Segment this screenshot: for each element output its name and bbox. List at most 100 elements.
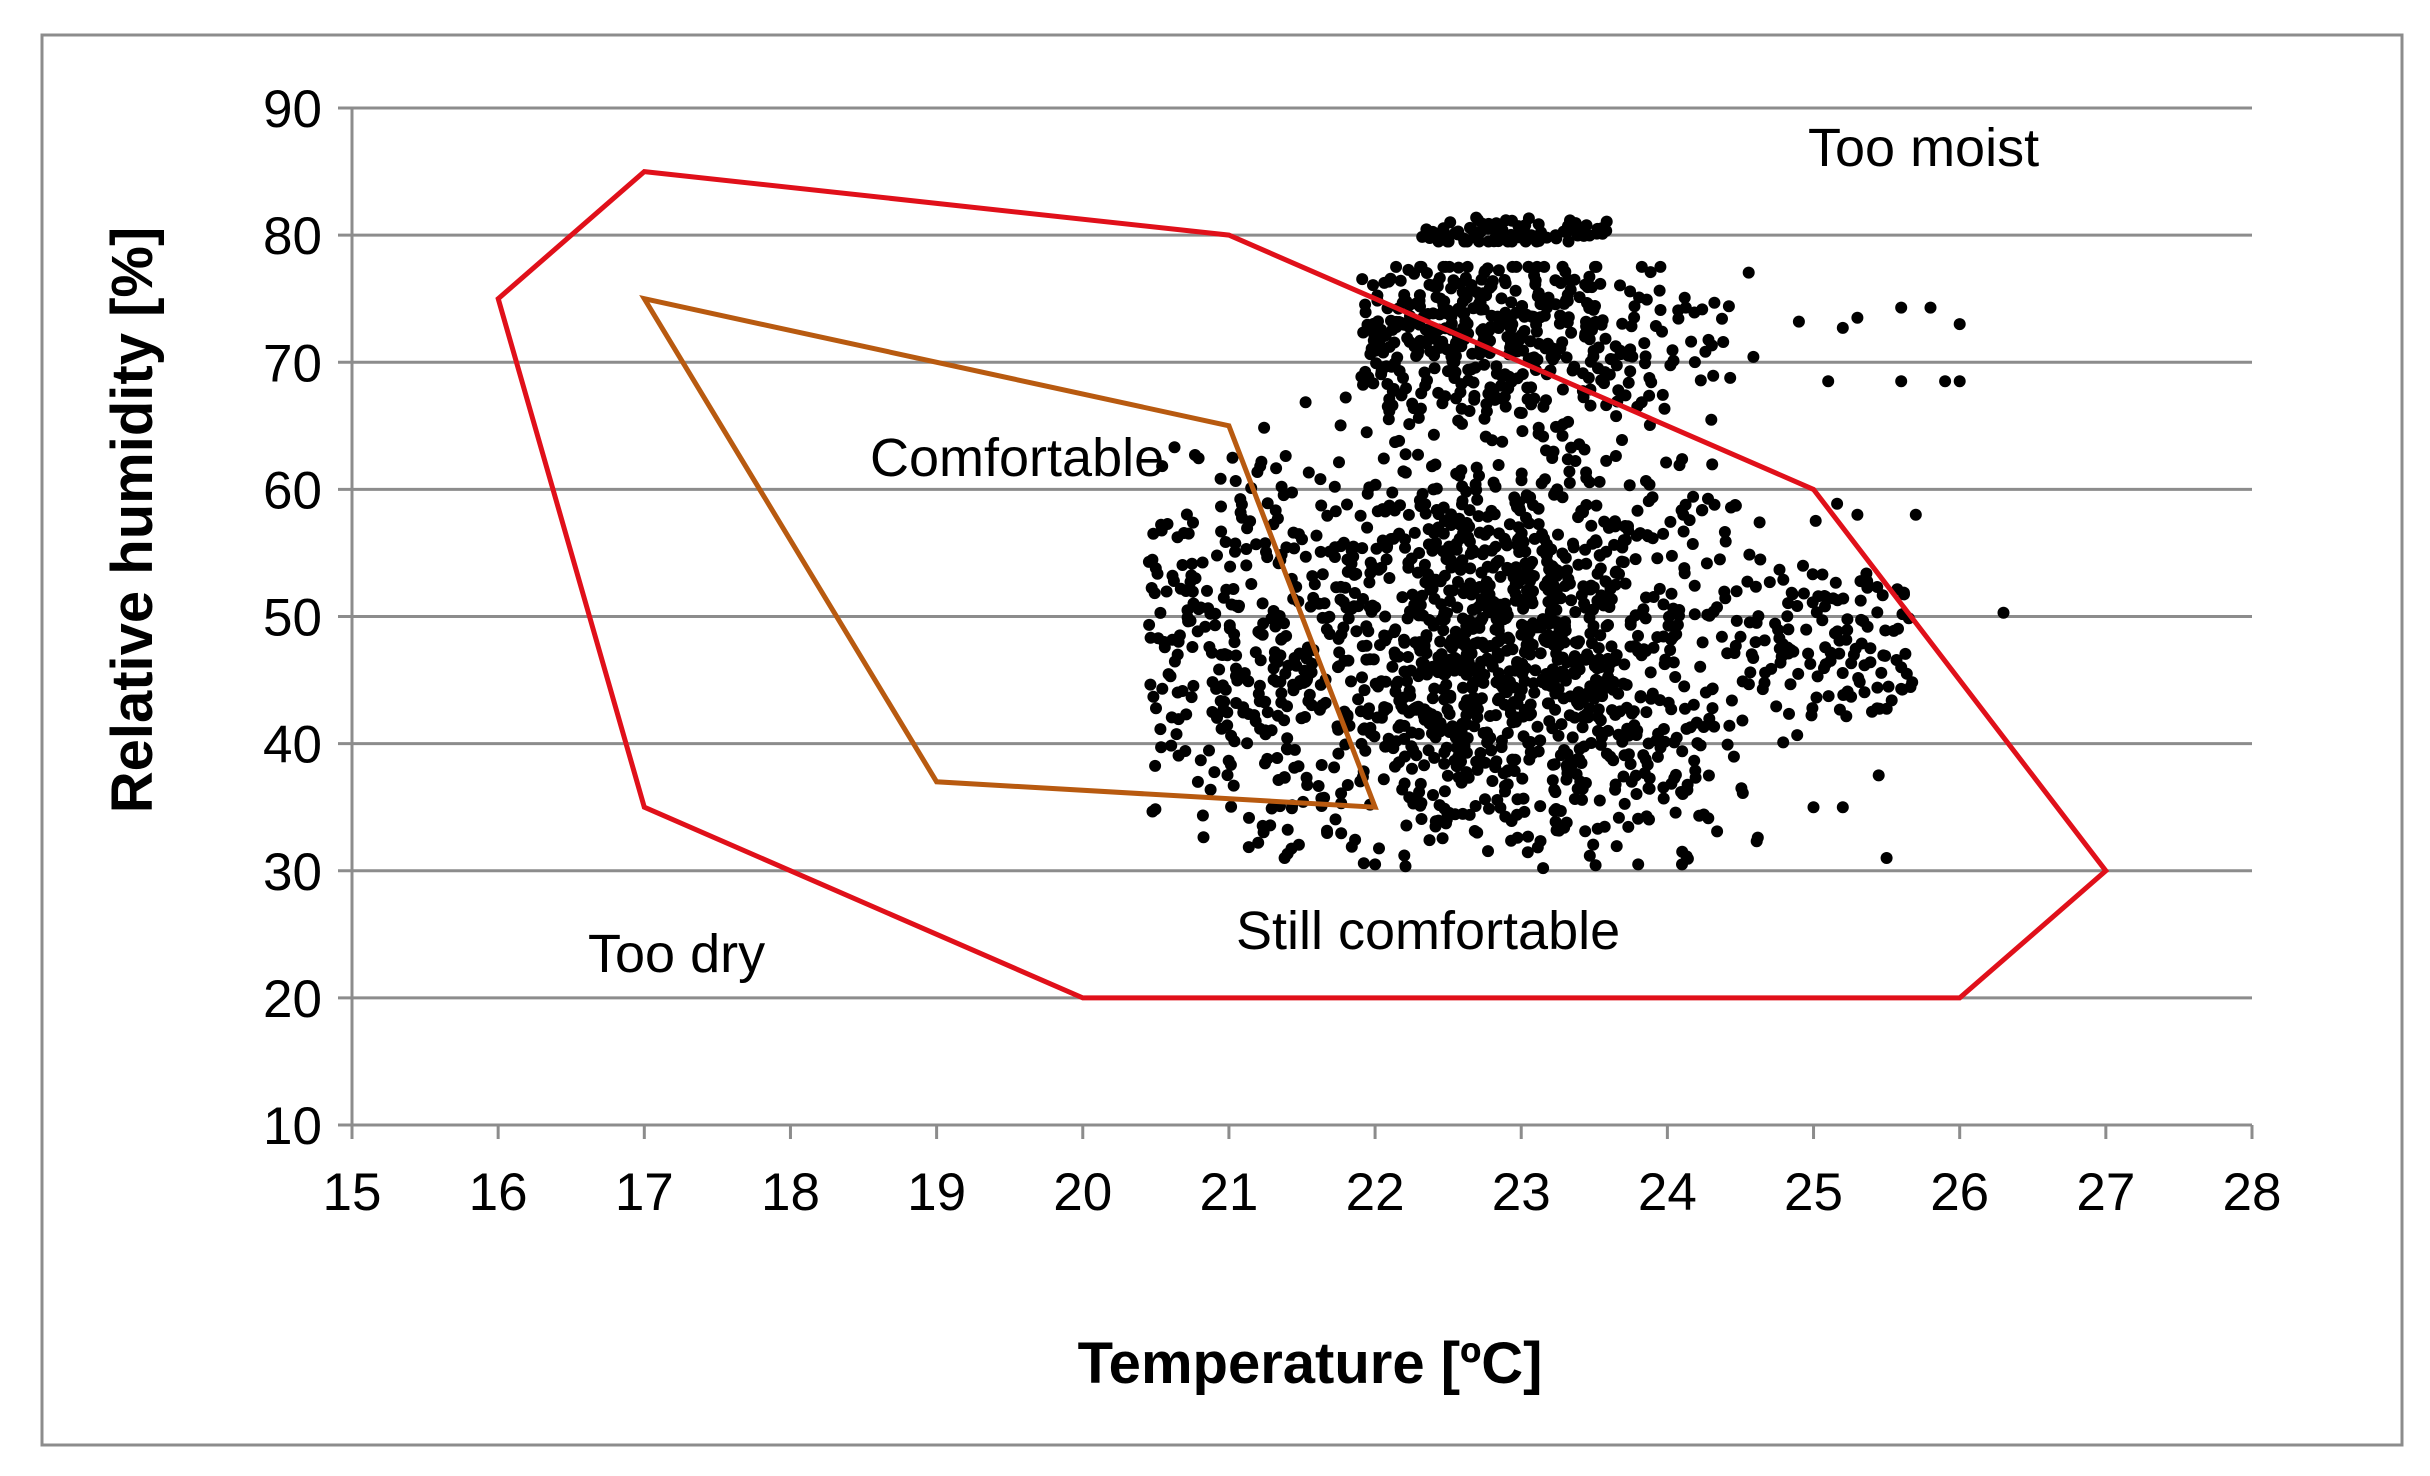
scatter-point (1797, 559, 1809, 572)
scatter-point (1396, 591, 1409, 604)
scatter-point (1405, 664, 1418, 677)
scatter-point (1144, 678, 1157, 691)
scatter-point (1523, 709, 1536, 722)
scatter-point (1494, 801, 1507, 814)
scatter-point (1594, 738, 1607, 751)
x-tick-label: 18 (761, 1163, 820, 1222)
scatter-point (1463, 535, 1476, 548)
scatter-point (1378, 629, 1391, 642)
scatter-point (1149, 759, 1162, 772)
scatter-point (1489, 540, 1502, 553)
scatter-point (1306, 570, 1319, 583)
scatter-point (1460, 746, 1473, 759)
scatter-point (1537, 862, 1550, 875)
scatter-point (1180, 708, 1193, 721)
scatter-point (1418, 558, 1431, 571)
scatter-point (1660, 456, 1673, 469)
scatter-point (1560, 351, 1573, 364)
scatter-point (1197, 831, 1210, 844)
scatter-point (1561, 762, 1574, 775)
scatter-point (1871, 681, 1884, 694)
scatter-point (1633, 291, 1646, 304)
scatter-point (1499, 214, 1512, 227)
scatter-point (1770, 700, 1783, 713)
scatter-point (1471, 711, 1484, 724)
scatter-point (1664, 515, 1677, 528)
scatter-point (1572, 698, 1585, 711)
scatter-point (1631, 504, 1644, 517)
scatter-point (1645, 692, 1657, 705)
scatter-point (1822, 375, 1835, 388)
scatter-point (1614, 279, 1626, 292)
scatter-point (1456, 417, 1468, 430)
scatter-point (1430, 291, 1443, 303)
scatter-point (1463, 808, 1476, 821)
scatter-point (1544, 605, 1557, 618)
scatter-point (1369, 478, 1382, 491)
scatter-point (1205, 646, 1218, 659)
scatter-point (1213, 663, 1226, 676)
scatter-point (1624, 365, 1637, 378)
scatter-point (1449, 625, 1462, 638)
scatter-point (1550, 420, 1562, 433)
scatter-point (1279, 667, 1292, 680)
scatter-point (1403, 684, 1416, 697)
scatter-point (1666, 344, 1679, 357)
scatter-point (1560, 656, 1573, 669)
scatter-point (1489, 761, 1502, 774)
scatter-point (1229, 475, 1242, 487)
scatter-point (1800, 623, 1813, 636)
scatter-point (1268, 652, 1281, 665)
scatter-point (1389, 760, 1401, 773)
scatter-point (1657, 598, 1670, 611)
scatter-point (1460, 582, 1473, 595)
scatter-point (1483, 588, 1496, 601)
scatter-point (1669, 806, 1682, 819)
scatter-point (1454, 277, 1467, 290)
scatter-point (1473, 526, 1486, 539)
scatter-point (1227, 779, 1240, 792)
scatter-point (1458, 306, 1471, 319)
scatter-point (1348, 600, 1360, 613)
scatter-point (1605, 640, 1618, 653)
scatter-point (1216, 679, 1229, 692)
x-tick-label: 19 (907, 1163, 966, 1222)
scatter-point (1629, 553, 1642, 566)
scatter-point (1482, 603, 1495, 616)
scatter-point (1437, 226, 1450, 239)
scatter-point (1394, 499, 1406, 512)
scatter-point (1469, 478, 1482, 491)
scatter-point (1776, 638, 1789, 650)
scatter-point (1610, 410, 1623, 423)
scatter-point (1696, 636, 1709, 649)
scatter-point (1517, 792, 1530, 805)
scatter-point (1455, 776, 1468, 789)
scatter-point (1286, 486, 1298, 499)
scatter-point (1361, 521, 1374, 534)
scatter-point (1953, 375, 1966, 388)
scatter-point (1333, 456, 1345, 469)
scatter-point (1441, 703, 1454, 716)
scatter-point (1528, 532, 1541, 545)
x-tick-label: 27 (2076, 1163, 2135, 1222)
scatter-point (1267, 662, 1280, 675)
scatter-point (1571, 753, 1584, 766)
scatter-point (1643, 772, 1656, 785)
scatter-point (1242, 841, 1255, 854)
scatter-point (1281, 732, 1294, 745)
scatter-point (1747, 350, 1760, 363)
x-tick-label: 26 (1930, 1163, 1989, 1222)
scatter-point (1498, 274, 1511, 286)
scatter-point (1450, 760, 1463, 773)
scatter-point (1437, 624, 1450, 637)
scatter-point (1841, 624, 1854, 637)
scatter-point (1339, 581, 1352, 594)
scatter-point (1618, 797, 1631, 810)
scatter-point (1598, 377, 1610, 390)
scatter-point (1651, 631, 1664, 644)
y-tick-label: 20 (263, 970, 322, 1029)
scatter-point (1526, 747, 1539, 760)
scatter-point (1694, 374, 1707, 387)
scatter-point (1665, 587, 1678, 600)
